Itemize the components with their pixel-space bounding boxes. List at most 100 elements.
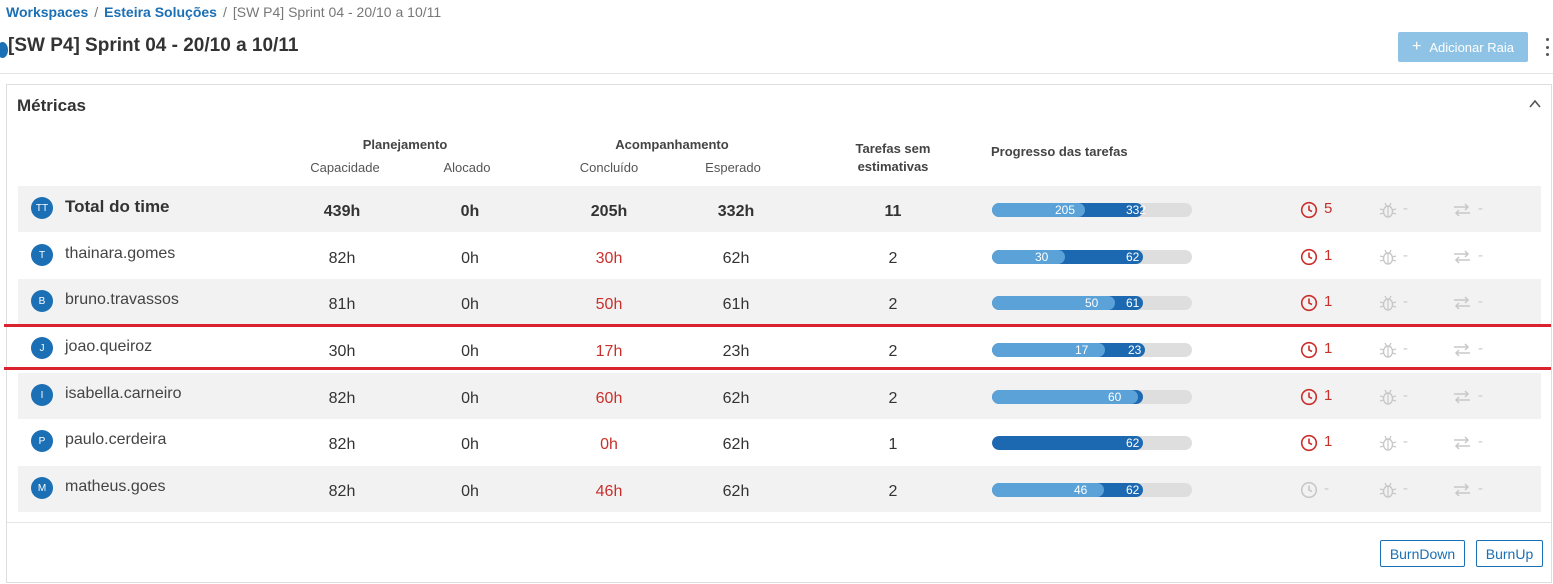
late-count: 5 (1324, 200, 1333, 217)
rework-icon[interactable] (1452, 341, 1472, 359)
breadcrumb-workspaces[interactable]: Workspaces (6, 4, 89, 20)
progress-expected-label: 61 (1126, 296, 1140, 310)
progress-bar: 62 (992, 436, 1192, 450)
clock-icon[interactable] (1300, 201, 1318, 219)
member-name[interactable]: paulo.cerdeira (65, 431, 167, 448)
breadcrumb: Workspaces / Esteira Soluções / [SW P4] … (6, 4, 441, 20)
add-lane-label: Adicionar Raia (1429, 39, 1514, 55)
member-name[interactable]: Total do time (65, 197, 170, 216)
rework-icon[interactable] (1452, 248, 1472, 266)
allocated-value: 0h (461, 483, 479, 500)
allocated-value: 0h (461, 296, 479, 313)
panel-divider (7, 522, 1551, 523)
member-name[interactable]: thainara.gomes (65, 245, 176, 262)
clock-icon[interactable] (1300, 294, 1318, 312)
breadcrumb-board[interactable]: Esteira Soluções (104, 4, 217, 20)
expected-value: 332h (717, 203, 755, 220)
bug-icon[interactable] (1378, 247, 1398, 267)
rework-icon[interactable] (1452, 294, 1472, 312)
no-estimate-value: 2 (888, 296, 898, 313)
allocated-value: 0h (461, 343, 479, 360)
late-count: 1 (1324, 387, 1333, 404)
avatar: TT (31, 197, 53, 219)
avatar: J (31, 337, 53, 359)
expected-value: 62h (722, 436, 750, 453)
progress-done-label: 30 (1035, 250, 1049, 264)
rework-count: - (1478, 433, 1483, 450)
done-value: 30h (595, 250, 623, 267)
rework-icon[interactable] (1452, 201, 1472, 219)
done-value: 0h (600, 436, 618, 453)
progress-expected-label: 23 (1128, 343, 1142, 357)
avatar: P (31, 430, 53, 452)
progress-expected-label: 62 (1126, 483, 1140, 497)
clock-icon[interactable] (1300, 341, 1318, 359)
progress-done-fill (992, 296, 1115, 310)
progress-done-fill (992, 250, 1065, 264)
member-name[interactable]: joao.queiroz (65, 338, 153, 355)
expected-value: 62h (722, 250, 750, 267)
allocated-value: 0h (461, 436, 479, 453)
clock-icon[interactable] (1300, 248, 1318, 266)
progress-expected-label: 62 (1126, 436, 1140, 450)
more-options-icon[interactable] (1544, 38, 1550, 56)
rework-count: - (1478, 200, 1483, 217)
header-progress: Progresso das tarefas (991, 144, 1128, 159)
clock-icon[interactable] (1300, 481, 1318, 499)
rework-icon[interactable] (1452, 388, 1472, 406)
progress-done-label: 205 (1055, 203, 1076, 217)
late-count: 1 (1324, 247, 1333, 264)
clock-icon[interactable] (1300, 434, 1318, 452)
done-value: 46h (595, 483, 623, 500)
chevron-up-icon[interactable] (1528, 97, 1542, 111)
bug-count: - (1403, 480, 1408, 497)
progress-bar: 50 61 (992, 296, 1192, 310)
progress-done-label: 46 (1074, 483, 1088, 497)
table-row: TT Total do time 439h 0h 205h 332h 11 205 332 5 - - (18, 186, 1541, 232)
bug-icon[interactable] (1378, 433, 1398, 453)
header-no-estimate-line1: Tarefas sem (855, 141, 931, 156)
progress-bar: 205 332 (992, 203, 1192, 217)
no-estimate-value: 2 (888, 483, 898, 500)
rework-icon[interactable] (1452, 434, 1472, 452)
plus-icon: + (1412, 38, 1422, 55)
add-lane-button[interactable]: + Adicionar Raia (1398, 32, 1528, 62)
expected-value: 61h (722, 296, 750, 313)
progress-bar: 46 62 (992, 483, 1192, 497)
clock-icon[interactable] (1300, 388, 1318, 406)
progress-done-label: 60 (1108, 390, 1122, 404)
avatar: I (31, 384, 53, 406)
member-name[interactable]: isabella.carneiro (65, 385, 182, 402)
highlight-line-bottom (4, 367, 1551, 370)
bug-icon[interactable] (1378, 387, 1398, 407)
bug-icon[interactable] (1378, 340, 1398, 360)
rework-icon[interactable] (1452, 481, 1472, 499)
header-done: Concluído (579, 160, 639, 175)
progress-expected-fill (992, 436, 1143, 450)
member-name[interactable]: bruno.travassos (65, 291, 179, 308)
breadcrumb-separator: / (94, 4, 99, 20)
header-tracking: Acompanhamento (615, 137, 729, 152)
breadcrumb-separator: / (222, 4, 227, 20)
expected-value: 62h (722, 390, 750, 407)
bug-icon[interactable] (1378, 200, 1398, 220)
avatar: T (31, 244, 53, 266)
capacity-value: 82h (328, 436, 356, 453)
progress-expected-label: 62 (1126, 250, 1140, 264)
no-estimate-value: 2 (888, 250, 898, 267)
header-expected: Esperado (705, 160, 761, 175)
burndown-button[interactable]: BurnDown (1380, 540, 1465, 567)
member-name[interactable]: matheus.goes (65, 478, 166, 495)
allocated-value: 0h (460, 203, 480, 220)
rework-count: - (1478, 387, 1483, 404)
progress-bar: 30 62 (992, 250, 1192, 264)
progress-done-label: 50 (1085, 296, 1099, 310)
capacity-value: 439h (323, 203, 361, 220)
bug-icon[interactable] (1378, 480, 1398, 500)
rework-count: - (1478, 480, 1483, 497)
bug-icon[interactable] (1378, 293, 1398, 313)
burnup-button[interactable]: BurnUp (1476, 540, 1543, 567)
